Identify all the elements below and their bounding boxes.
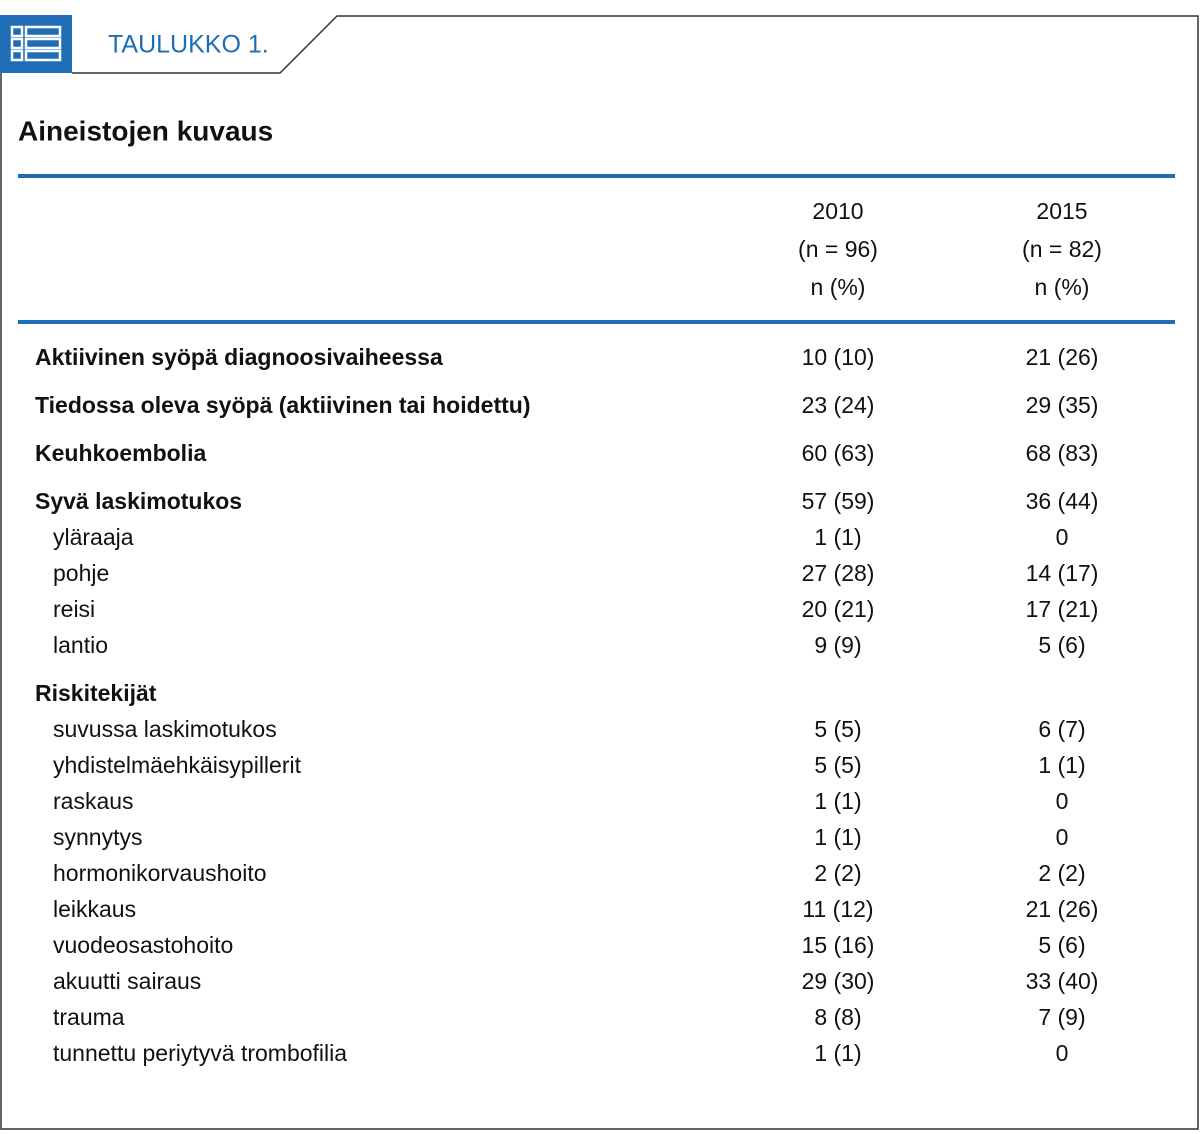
cell: 23 (24) <box>802 392 875 418</box>
cell: 15 (16) <box>802 932 875 958</box>
subrow-label: yläraaja <box>53 524 134 550</box>
cell: 29 (35) <box>1026 392 1099 418</box>
cell: 11 (12) <box>802 896 873 922</box>
subrow-label: reisi <box>53 596 95 622</box>
cell: 1 (1) <box>814 788 861 814</box>
column-header: 2010 <box>812 198 863 224</box>
cell: 2 (2) <box>814 860 861 886</box>
cell: 14 (17) <box>1026 560 1099 586</box>
subrow-label: yhdistelmäehkäisypillerit <box>53 752 302 778</box>
cell: 0 <box>1056 1040 1069 1066</box>
cell: 0 <box>1056 524 1069 550</box>
column-header: (n = 82) <box>1022 236 1102 262</box>
table-title: Aineistojen kuvaus <box>18 115 273 146</box>
cell: 1 (1) <box>814 1040 861 1066</box>
row-label: Tiedossa oleva syöpä (aktiivinen tai hoi… <box>35 392 530 418</box>
column-header: 2015 <box>1036 198 1087 224</box>
subrow-label: leikkaus <box>53 896 136 922</box>
subrow-label: trauma <box>53 1004 125 1030</box>
column-header: n (%) <box>1035 274 1090 300</box>
icon-lines <box>10 25 62 62</box>
row-label: Riskitekijät <box>35 680 157 706</box>
row-label: Syvä laskimotukos <box>35 488 242 514</box>
cell: 2 (2) <box>1038 860 1085 886</box>
subrow-label: akuutti sairaus <box>53 968 201 994</box>
subrow-label: lantio <box>53 632 108 658</box>
cell: 68 (83) <box>1026 440 1099 466</box>
cell: 8 (8) <box>814 1004 861 1030</box>
subrow-label: vuodeosastohoito <box>53 932 233 958</box>
cell: 5 (5) <box>814 752 861 778</box>
cell: 5 (5) <box>814 716 861 742</box>
subrow-label: synnytys <box>53 824 142 850</box>
cell: 21 (26) <box>1026 344 1099 370</box>
cell: 7 (9) <box>1038 1004 1085 1030</box>
cell: 36 (44) <box>1026 488 1099 514</box>
subrow-label: suvussa laskimotukos <box>53 716 277 742</box>
subrow-label: hormonikorvaushoito <box>53 860 267 886</box>
cell: 9 (9) <box>814 632 861 658</box>
frame <box>0 15 1199 1130</box>
cell: 60 (63) <box>802 440 875 466</box>
cell: 1 (1) <box>814 824 861 850</box>
cell: 17 (21) <box>1026 596 1099 622</box>
table-label: TAULUKKO 1. <box>108 31 269 59</box>
column-header: n (%) <box>811 274 866 300</box>
cell: 0 <box>1056 824 1069 850</box>
cell: 1 (1) <box>814 524 861 550</box>
cell: 5 (6) <box>1038 932 1085 958</box>
cell: 21 (26) <box>1026 896 1099 922</box>
subrow-label: raskaus <box>53 788 134 814</box>
cell: 27 (28) <box>802 560 875 586</box>
cell: 57 (59) <box>802 488 875 514</box>
cell: 0 <box>1056 788 1069 814</box>
cell: 33 (40) <box>1026 968 1099 994</box>
cell: 20 (21) <box>802 596 875 622</box>
column-header: (n = 96) <box>798 236 878 262</box>
row-label: Aktiivinen syöpä diagnoosivaiheessa <box>35 344 443 370</box>
subrow-label: tunnettu periytyvä trombofilia <box>53 1040 347 1066</box>
cell: 6 (7) <box>1038 716 1085 742</box>
subrow-label: pohje <box>53 560 109 586</box>
cell: 5 (6) <box>1038 632 1085 658</box>
cell: 1 (1) <box>1038 752 1085 778</box>
row-label: Keuhkoembolia <box>35 440 206 466</box>
cell: 10 (10) <box>802 344 875 370</box>
cell: 29 (30) <box>802 968 875 994</box>
